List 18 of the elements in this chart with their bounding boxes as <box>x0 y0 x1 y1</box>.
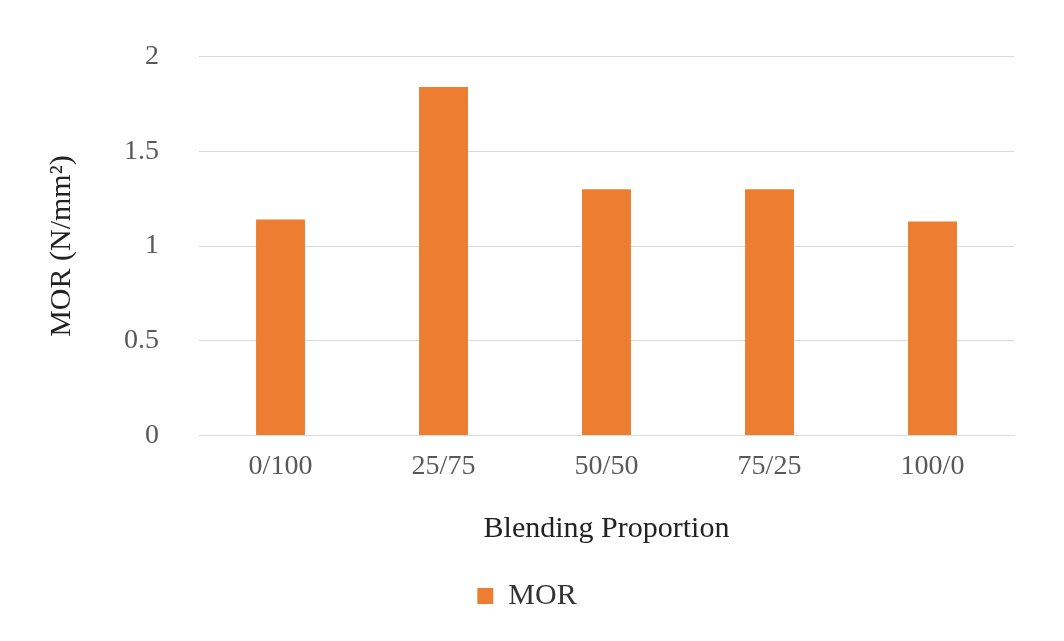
x-axis-title: Blending Proportion <box>483 509 730 543</box>
bar <box>908 221 957 435</box>
x-tick-label: 75/25 <box>737 448 802 480</box>
x-tick-label: 25/75 <box>411 448 476 480</box>
bar <box>745 189 794 435</box>
legend-label: MOR <box>508 576 577 610</box>
bar <box>256 219 305 435</box>
y-tick-label: 2 <box>145 39 159 71</box>
y-tick-label: 0.5 <box>124 323 159 355</box>
bar <box>419 87 468 435</box>
y-tick-label: 1 <box>145 228 159 260</box>
x-tick-label: 0/100 <box>248 448 313 480</box>
y-axis-title: MOR (N/mm²) <box>42 155 77 337</box>
x-tick-label: 50/50 <box>574 448 639 480</box>
y-tick-label: 0 <box>145 417 159 449</box>
bar <box>582 189 631 435</box>
x-tick-label: 100/0 <box>900 448 965 480</box>
y-tick-label: 1.5 <box>124 133 159 165</box>
